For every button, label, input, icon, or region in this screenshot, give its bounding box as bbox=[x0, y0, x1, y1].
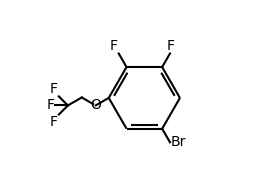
Text: F: F bbox=[46, 98, 54, 112]
Text: F: F bbox=[50, 82, 58, 96]
Text: F: F bbox=[109, 39, 117, 53]
Text: F: F bbox=[167, 39, 175, 53]
Text: Br: Br bbox=[171, 135, 186, 149]
Text: F: F bbox=[50, 114, 58, 129]
Text: O: O bbox=[90, 98, 101, 112]
